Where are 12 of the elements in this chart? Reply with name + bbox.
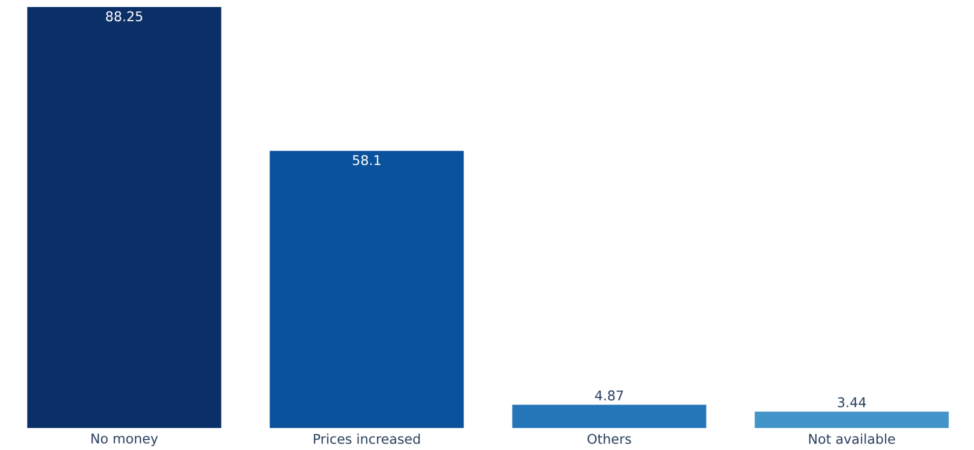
data-label: 4.87 xyxy=(595,390,623,400)
bar xyxy=(512,404,706,428)
bar xyxy=(270,150,464,428)
data-label: 58.1 xyxy=(352,155,380,166)
x-tick-label: Others xyxy=(588,434,631,444)
x-tick-label: Not available xyxy=(809,434,895,444)
bar xyxy=(754,412,949,428)
data-label: 88.25 xyxy=(106,11,142,22)
x-tick-label: Prices increased xyxy=(314,434,420,444)
data-label: 3.44 xyxy=(838,397,866,408)
x-tick-label: No money xyxy=(92,434,158,446)
bar xyxy=(27,7,222,428)
